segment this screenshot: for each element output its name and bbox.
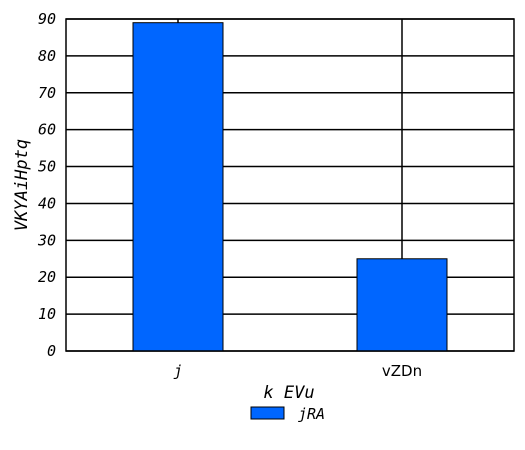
bar-layer — [132, 22, 448, 352]
x-tick-labels: j vZDn — [173, 362, 422, 380]
x-axis-label: k EVu — [263, 383, 314, 403]
y-tick-label: 70 — [38, 84, 56, 102]
y-tick-labels: 0 10 20 30 40 50 60 70 80 90 — [37, 10, 56, 360]
bar-vZDn — [356, 258, 448, 352]
y-axis-label: VKYAiHptq — [12, 139, 32, 231]
y-tick-label: 40 — [38, 194, 56, 212]
y-tick-label: 10 — [38, 305, 56, 323]
legend-swatch — [250, 406, 285, 420]
y-tick-label: 90 — [38, 10, 56, 28]
plot-frame — [65, 18, 515, 352]
bar-j — [132, 22, 224, 352]
y-tick-label: 50 — [38, 158, 56, 176]
y-tick-label: 20 — [38, 268, 56, 286]
y-tick-label: 0 — [47, 342, 56, 360]
legend: jRA — [250, 405, 325, 423]
legend-label: jRA — [298, 405, 325, 423]
y-tick-label: 30 — [37, 231, 56, 249]
y-tick-label: 60 — [38, 121, 56, 139]
x-tick-label: vZDn — [382, 362, 422, 380]
y-tick-label: 80 — [38, 47, 56, 65]
x-tick-label: j — [173, 362, 182, 380]
